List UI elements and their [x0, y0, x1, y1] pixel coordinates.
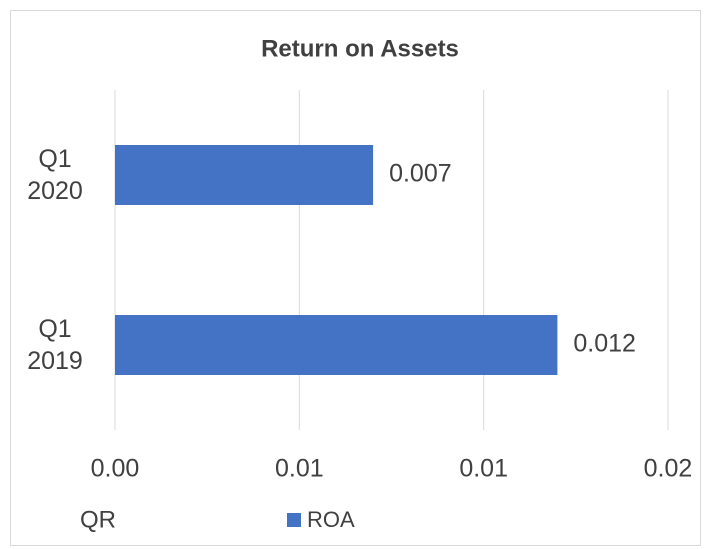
y-tick-label: Q1 2020 — [27, 145, 83, 205]
data-label: 0.007 — [389, 160, 452, 188]
x-tick-label: 0.00 — [91, 455, 140, 483]
x-tick-label: 0.02 — [644, 455, 693, 483]
bar — [115, 315, 558, 375]
legend-label: ROA — [307, 507, 355, 532]
y-axis-label: QR — [80, 506, 116, 533]
data-label: 0.012 — [573, 330, 636, 358]
bar — [115, 145, 374, 205]
x-tick-label: 0.01 — [459, 455, 508, 483]
x-tick-label: 0.01 — [275, 455, 324, 483]
legend-swatch — [287, 513, 301, 527]
chart-title: Return on Assets — [261, 35, 459, 62]
y-tick-label: Q1 2019 — [27, 315, 83, 375]
chart-border — [10, 10, 701, 546]
